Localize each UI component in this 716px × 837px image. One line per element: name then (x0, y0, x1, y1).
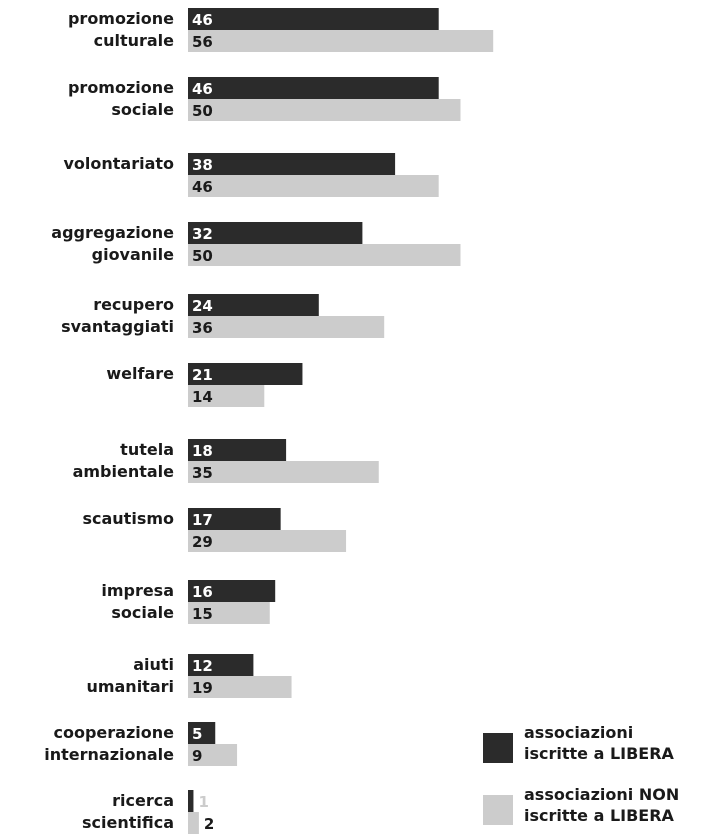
bar (188, 316, 385, 338)
category-label: tutela (120, 440, 174, 459)
bar (188, 722, 216, 744)
bar (188, 744, 238, 766)
category-label: sociale (111, 100, 174, 119)
category-label: promozione (68, 9, 174, 28)
legend: associazioni iscritte a LIBERA associazion… (483, 723, 679, 825)
category-label: culturale (94, 31, 175, 50)
data-label: 38 (192, 156, 213, 174)
bars-layer: 4656465038463250243621141835172916151219… (188, 8, 494, 834)
legend-label: iscritte a LIBERA (524, 806, 675, 825)
bar (188, 8, 439, 30)
bar (188, 77, 439, 99)
category-label: aggregazione (51, 223, 174, 242)
bar (188, 812, 199, 834)
bar (188, 222, 363, 244)
data-label: 17 (192, 511, 213, 529)
category-label: giovanile (92, 245, 175, 264)
bar (188, 439, 287, 461)
category-label: impresa (101, 581, 174, 600)
data-label: 35 (192, 464, 213, 482)
bar (188, 244, 461, 266)
category-label: aiuti (133, 655, 174, 674)
bar (188, 602, 270, 624)
data-label: 9 (192, 747, 202, 765)
category-label: recupero (93, 295, 174, 314)
data-label: 50 (192, 102, 213, 120)
data-label: 46 (192, 11, 213, 29)
data-label: 56 (192, 33, 213, 51)
category-label: scautismo (82, 509, 174, 528)
legend-label: associazioni (524, 723, 633, 742)
bar (188, 153, 396, 175)
bar (188, 790, 194, 812)
data-label: 14 (192, 388, 213, 406)
data-label: 1 (198, 793, 208, 811)
data-label: 12 (192, 657, 213, 675)
data-label: 50 (192, 247, 213, 265)
category-label: internazionale (44, 745, 174, 764)
data-label: 5 (192, 725, 202, 743)
bar (188, 530, 347, 552)
category-label: ambientale (73, 462, 175, 481)
bar (188, 654, 254, 676)
data-label: 46 (192, 178, 213, 196)
data-label: 46 (192, 80, 213, 98)
category-labels: promozione culturale promozione sociale volo… (44, 9, 174, 832)
bar (188, 676, 292, 698)
data-label: 36 (192, 319, 213, 337)
data-label: 29 (192, 533, 213, 551)
category-label: welfare (106, 364, 174, 383)
data-label: 32 (192, 225, 213, 243)
category-label: volontariato (63, 154, 174, 173)
data-label: 15 (192, 605, 213, 623)
bar (188, 294, 319, 316)
bar (188, 580, 276, 602)
category-label: scientifica (82, 813, 174, 832)
legend-swatch (483, 733, 513, 763)
data-label: 16 (192, 583, 213, 601)
bar (188, 508, 281, 530)
legend-label: associazioni NON (524, 785, 679, 804)
data-label: 24 (192, 297, 213, 315)
bar (188, 461, 379, 483)
bar (188, 99, 461, 121)
bar (188, 175, 439, 197)
data-label: 18 (192, 442, 213, 460)
legend-swatch (483, 795, 513, 825)
category-label: umanitari (86, 677, 174, 696)
category-label: cooperazione (54, 723, 175, 742)
legend-label: iscritte a LIBERA (524, 744, 675, 763)
category-label: sociale (111, 603, 174, 622)
data-label: 2 (204, 815, 214, 833)
category-label: promozione (68, 78, 174, 97)
bar (188, 363, 303, 385)
category-label: ricerca (112, 791, 174, 810)
category-label: svantaggiati (61, 317, 174, 336)
bar (188, 385, 265, 407)
data-label: 19 (192, 679, 213, 697)
bar (188, 30, 494, 52)
data-label: 21 (192, 366, 213, 384)
